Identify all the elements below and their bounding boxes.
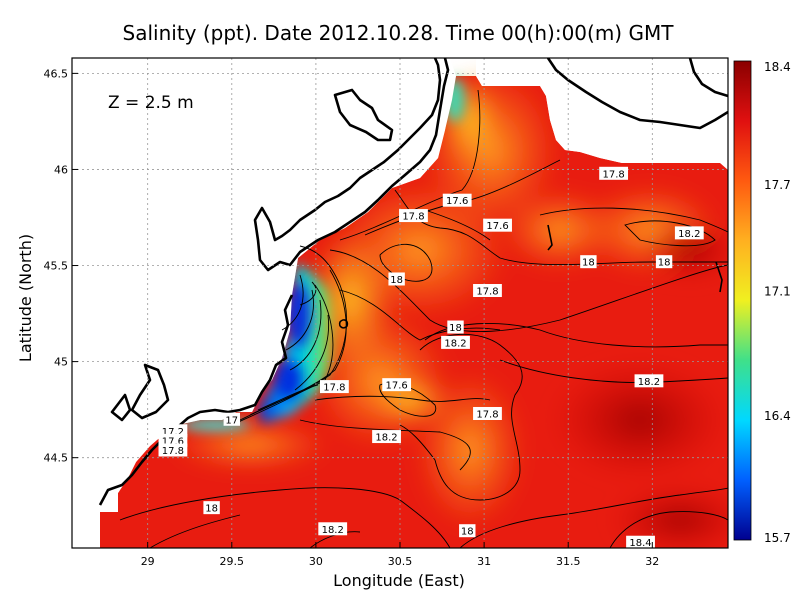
contour-label-bg-0 — [483, 218, 512, 232]
contour-label-bg-21 — [318, 522, 348, 536]
x-tick-label-2: 30 — [309, 555, 323, 568]
x-tick-label-1: 29.5 — [220, 555, 245, 568]
contour-label-1: 17.6 — [446, 196, 468, 207]
contour-label-bg-10 — [441, 335, 470, 349]
contour-label-5: 18 — [390, 275, 403, 286]
contour-label-20: 18 — [205, 504, 218, 515]
contour-label-21: 18.2 — [322, 525, 344, 536]
contour-label-2: 17.8 — [402, 212, 424, 223]
y-tick-label-4: 46.5 — [44, 67, 69, 80]
contour-label-14: 17.8 — [476, 409, 498, 420]
contour-label-9: 18 — [449, 323, 462, 334]
colorbar-bar — [733, 60, 752, 541]
contour-label-23: 18.4 — [629, 538, 651, 549]
contour-label-bg-9 — [447, 320, 464, 334]
x-tick-label-5: 31.5 — [556, 555, 581, 568]
contour-label-0: 17.6 — [486, 221, 508, 232]
y-axis-ticks: 44.5 45 45.5 46 46.5 — [44, 67, 78, 465]
colorbar-labels: 18.4 17.7 17.1 16.4 15.7 — [764, 60, 791, 545]
chart-title: Salinity (ppt). Date 2012.10.28. Time 00… — [123, 21, 675, 45]
contour-label-bg-23 — [626, 535, 655, 548]
contour-label-bg-15 — [372, 430, 401, 444]
colorbar-label-0: 18.4 — [764, 60, 791, 74]
contour-label-18: 17.6 — [162, 436, 184, 447]
x-tick-label-0: 29 — [141, 555, 155, 568]
contour-label-bg-19 — [158, 443, 188, 457]
x-tick-label-6: 32 — [645, 555, 659, 568]
contour-label-bg-14 — [473, 406, 502, 420]
contour-label-bg-13 — [382, 378, 412, 392]
contour-label-6: 18 — [582, 258, 595, 269]
y-tick-label-3: 46 — [54, 163, 68, 176]
colorbar-label-1: 17.7 — [764, 178, 791, 192]
contour-label-10: 18.2 — [444, 338, 466, 349]
contour-label-bg-8 — [473, 284, 502, 298]
x-tick-label-4: 31 — [477, 555, 491, 568]
contour-label-3: 17.8 — [602, 169, 624, 180]
y-tick-label-1: 45 — [54, 356, 68, 369]
contour-label-bg-6 — [580, 255, 597, 269]
y-axis-label: Latitude (North) — [16, 234, 35, 362]
contour-label-bg-7 — [655, 255, 673, 269]
contour-label-bg-1 — [442, 193, 472, 207]
contour-label-bg-3 — [599, 166, 629, 180]
x-axis-ticks: 29 29.5 30 30.5 31 31.5 32 — [141, 542, 659, 568]
contour-label-bg-22 — [459, 524, 476, 538]
x-tick-label-3: 30.5 — [388, 555, 413, 568]
contour-label-11: 18.2 — [638, 377, 660, 388]
colorbar: 18.4 17.7 17.1 16.4 15.7 — [733, 60, 791, 545]
contour-label-bg-2 — [399, 209, 428, 223]
colorbar-label-3: 16.4 — [764, 409, 791, 423]
depth-annotation: Z = 2.5 m — [108, 93, 194, 113]
contour-label-bg-12 — [320, 380, 349, 394]
contour-label-19: 17.8 — [162, 446, 184, 457]
colorbar-label-2: 17.1 — [764, 285, 791, 299]
x-axis-label: Longitude (East) — [333, 571, 465, 590]
contour-label-bg-16 — [223, 412, 240, 426]
contour-label-bg-20 — [203, 501, 220, 515]
salinity-field — [100, 65, 728, 548]
contour-label-8: 17.8 — [476, 287, 498, 298]
contour-label-15: 18.2 — [375, 433, 397, 444]
contour-label-bg-5 — [388, 272, 405, 286]
contour-label-12: 17.8 — [323, 383, 345, 394]
y-tick-label-2: 45.5 — [44, 260, 69, 273]
contour-label-bg-4 — [674, 226, 704, 240]
contour-label-bg-11 — [634, 374, 664, 388]
contour-label-13: 17.6 — [386, 381, 408, 392]
contour-label-22: 18 — [461, 527, 474, 538]
colorbar-label-4: 15.7 — [764, 531, 791, 545]
contour-label-16: 17 — [225, 415, 238, 426]
y-tick-label-0: 44.5 — [44, 452, 69, 465]
contour-label-17: 17.2 — [162, 427, 184, 438]
contour-label-4: 18.2 — [678, 229, 700, 240]
contour-label-7: 18 — [658, 258, 671, 269]
